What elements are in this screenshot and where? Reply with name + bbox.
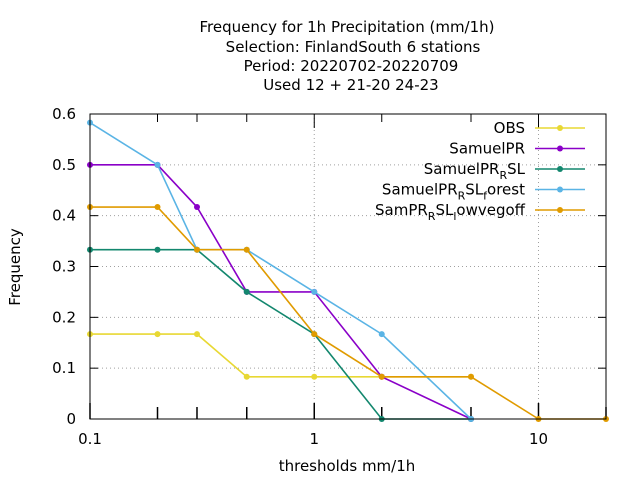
legend-swatch-point (557, 125, 563, 131)
legend-swatch-point (557, 207, 563, 213)
legend-label-part: SamuelPR (449, 140, 525, 158)
legend-label-part: SamuelPR (382, 181, 458, 199)
legend-label: SamuelPRRSLforest (382, 181, 525, 203)
chart-title: Frequency for 1h Precipitation (mm/1h) S… (199, 18, 494, 94)
plot-frame (89, 113, 607, 420)
data-point (154, 204, 161, 211)
legend-item-2: SamuelPR (449, 140, 585, 158)
legend-label-part: SL (507, 160, 526, 178)
data-point (243, 246, 250, 253)
title-line-1: Frequency for 1h Precipitation (mm/1h) (199, 18, 494, 36)
legend-label: SamPRRSLlowvegoff (375, 201, 526, 223)
legend-swatch-point (557, 145, 563, 152)
data-point (378, 331, 385, 338)
legend-label-part: orest (487, 181, 525, 199)
data-point (154, 246, 161, 253)
series-1 (87, 331, 474, 380)
x-tick-label: 0.1 (78, 430, 102, 448)
title-line-2: Selection: FinlandSouth 6 stations (226, 38, 481, 56)
y-tick-label: 0.6 (52, 105, 76, 123)
title-line-3: Period: 20220702-20220709 (244, 57, 459, 75)
y-axis-label: Frequency (6, 228, 24, 306)
legend-label-part: SL (435, 201, 454, 219)
legend-item-4: SamuelPRRSLforest (382, 181, 585, 203)
grid (90, 114, 606, 419)
legend: OBSSamuelPRSamuelPRRSLSamuelPRRSLforestS… (375, 119, 585, 223)
legend-label: SamuelPRRSL (424, 160, 526, 182)
y-tick-label: 0 (66, 410, 76, 428)
y-tick-label: 0.2 (52, 308, 76, 326)
legend-label-part: f (483, 190, 488, 203)
data-point (243, 288, 250, 295)
data-point (193, 204, 200, 211)
axis-ticks (89, 113, 607, 420)
data-point (378, 373, 385, 380)
x-tick-label: 10 (529, 430, 548, 448)
legend-label-part: R (458, 190, 466, 203)
legend-label-part: l (453, 210, 456, 223)
tick-labels: 00.10.20.30.40.50.60.1 1 10 (52, 105, 548, 448)
y-tick-label: 0.1 (52, 359, 76, 377)
legend-label: OBS (494, 119, 525, 137)
legend-swatch-point (557, 166, 563, 172)
legend-label-part: owvegoff (456, 201, 525, 219)
data-point (193, 331, 200, 338)
data-point (311, 331, 318, 338)
x-axis-label: thresholds mm/1h (279, 457, 416, 475)
legend-item-1: OBS (494, 119, 585, 137)
data-point (243, 373, 250, 380)
legend-label-part: R (428, 210, 436, 223)
title-line-4: Used 12 + 21-20 24-23 (263, 76, 438, 94)
series-line (89, 121, 472, 420)
data-point (193, 246, 200, 253)
legend-label: SamuelPR (449, 140, 525, 158)
series-layer (87, 119, 609, 422)
data-point (311, 288, 318, 295)
legend-item-3: SamuelPRRSL (424, 160, 585, 182)
legend-label-part: OBS (494, 119, 525, 137)
data-point (311, 373, 318, 380)
legend-label-part: SL (465, 181, 484, 199)
legend-label-part: R (499, 169, 507, 182)
y-tick-label: 0.3 (52, 258, 76, 276)
series-5 (87, 204, 609, 422)
y-tick-label: 0.5 (52, 156, 76, 174)
legend-label-part: SamuelPR (424, 160, 500, 178)
legend-swatch-point (557, 186, 563, 193)
data-point (467, 373, 474, 380)
legend-item-5: SamPRRSLlowvegoff (375, 201, 585, 223)
series-line (90, 333, 471, 378)
legend-label-part: SamPR (375, 201, 428, 219)
x-tick-label: 1 (309, 430, 319, 448)
data-point (154, 161, 161, 168)
data-point (154, 331, 161, 338)
y-tick-label: 0.4 (52, 207, 76, 225)
